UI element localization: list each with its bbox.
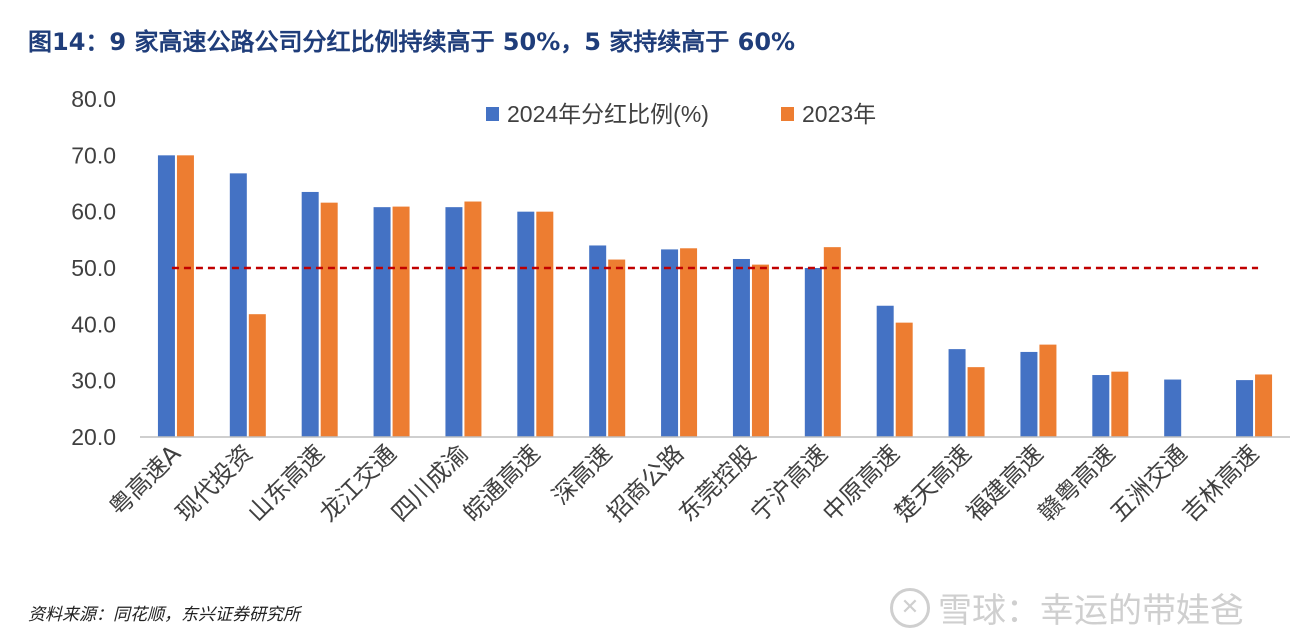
bar-2023 (751, 264, 769, 437)
bar-2023 (248, 314, 266, 437)
x-category-label: 深高速 (547, 439, 618, 510)
x-category-label: 招商公路 (602, 439, 690, 527)
x-category-label: 东莞控股 (673, 439, 761, 527)
bar-2024 (876, 305, 894, 437)
y-tick-label: 50.0 (71, 255, 116, 281)
y-tick-label: 70.0 (71, 142, 116, 168)
bar-2023 (1039, 344, 1057, 437)
bar-chart: 20.030.040.050.060.070.080.0粤高速A现代投资山东高速… (71, 86, 1290, 527)
y-tick-label: 60.0 (71, 199, 116, 225)
bar-2024 (661, 249, 679, 437)
x-category-label: 中原高速 (817, 439, 905, 527)
bar-2024 (373, 207, 391, 437)
x-category-label: 赣粤高速 (1033, 439, 1121, 527)
legend-2024-swatch (486, 107, 499, 121)
source-note: 资料来源：同花顺，东兴证券研究所 (28, 605, 300, 625)
x-category-label: 四川成渝 (386, 439, 474, 527)
y-tick-label: 30.0 (71, 368, 116, 394)
watermark-text: 雪球：幸运的带娃爸 (938, 591, 1244, 631)
legend-2023-swatch (781, 107, 794, 121)
x-category-label: 楚天高速 (889, 439, 977, 527)
x-category-label: 福建高速 (961, 439, 1049, 527)
bar-2024 (445, 207, 463, 437)
x-category-label: 五洲交通 (1105, 439, 1193, 527)
bar-2023 (392, 206, 410, 437)
bar-2023 (176, 155, 194, 438)
bar-2024 (1164, 379, 1182, 437)
bar-2024 (1092, 375, 1110, 437)
legend-2023-label: 2023年 (802, 101, 876, 127)
y-tick-label: 40.0 (71, 311, 116, 337)
bar-2023 (680, 248, 698, 437)
bar-2023 (1255, 374, 1273, 437)
bar-2023 (464, 201, 482, 437)
bar-2023 (823, 247, 841, 437)
x-category-label: 吉林高速 (1177, 439, 1265, 527)
y-tick-label: 80.0 (71, 86, 116, 112)
xueqiu-logo-icon: ✕ (890, 587, 930, 628)
bar-2024 (1236, 380, 1254, 437)
watermark: ✕ 雪球：幸运的带娃爸 (890, 583, 1244, 632)
bar-2023 (536, 211, 554, 437)
bar-2024 (948, 349, 966, 437)
bar-2024 (589, 245, 607, 437)
bar-2024 (517, 211, 535, 437)
x-category-label: 皖通高速 (458, 439, 546, 527)
y-tick-label: 20.0 (71, 424, 116, 450)
x-category-label: 山东高速 (242, 439, 330, 527)
bar-2024 (157, 155, 175, 438)
bar-2023 (895, 322, 913, 437)
bar-2024 (229, 173, 247, 438)
bar-2023 (1111, 371, 1129, 437)
bar-2024 (301, 191, 319, 437)
bar-2023 (320, 202, 338, 437)
bar-2024 (1020, 351, 1038, 437)
legend-2024-label: 2024年分红比例(%) (507, 101, 709, 127)
bar-2023 (608, 259, 626, 437)
bar-2024 (732, 258, 750, 437)
bar-2024 (804, 268, 822, 437)
x-category-label: 现代投资 (170, 439, 258, 527)
chart-title: 图14：9 家高速公路公司分红比例持续高于 50%，5 家持续高于 60% (28, 28, 796, 56)
x-category-label: 宁沪高速 (745, 439, 833, 527)
bar-2023 (967, 367, 985, 437)
x-category-label: 龙江交通 (314, 439, 402, 527)
